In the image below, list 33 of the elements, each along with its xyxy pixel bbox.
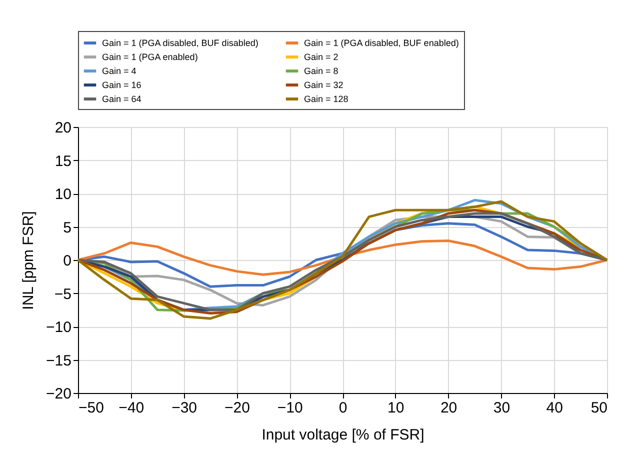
legend-label: Gain = 1 (PGA disabled, BUF enabled) [304,38,459,48]
y-tick-label: −10 [46,319,72,336]
legend-label: Gain = 8 [304,66,338,76]
y-tick-label: 0 [63,252,72,270]
x-tick-label: −50 [78,400,104,416]
legend-label: Gain = 16 [102,80,142,90]
legend-label: Gain = 4 [102,66,136,76]
legend-label: Gain = 1 (PGA enabled) [102,52,198,62]
x-tick-label: 40 [546,400,563,416]
x-axis-title: Input voltage [% of FSR] [262,426,424,444]
line-series [76,239,608,276]
x-tick-label: 50 [590,400,608,416]
y-tick-label: −20 [46,386,72,402]
x-tick-label: −40 [118,400,144,416]
x-tick-label: 10 [388,400,404,416]
y-tick-label: 15 [54,152,72,170]
y-tick-label: −15 [46,352,72,370]
y-tick-label: 20 [54,120,72,136]
y-axis-title: INL [ppm FSR] [20,211,38,310]
x-tick-label: −30 [172,400,198,416]
x-tick-label: −10 [277,400,303,416]
y-tick-label: −5 [54,286,72,303]
x-tick-label: 0 [338,400,348,416]
legend-label: Gain = 128 [304,94,348,104]
y-tick-label: 5 [63,219,72,236]
legend-label: Gain = 64 [102,94,142,104]
x-tick-label: 20 [440,400,458,416]
legend-label: Gain = 2 [304,52,338,62]
y-tick-label: 10 [54,186,72,203]
legend-label: Gain = 1 (PGA disabled, BUF disabled) [102,38,258,48]
x-tick-label: −20 [224,400,250,416]
x-tick-label: 30 [493,400,510,416]
legend-label: Gain = 32 [304,80,344,90]
